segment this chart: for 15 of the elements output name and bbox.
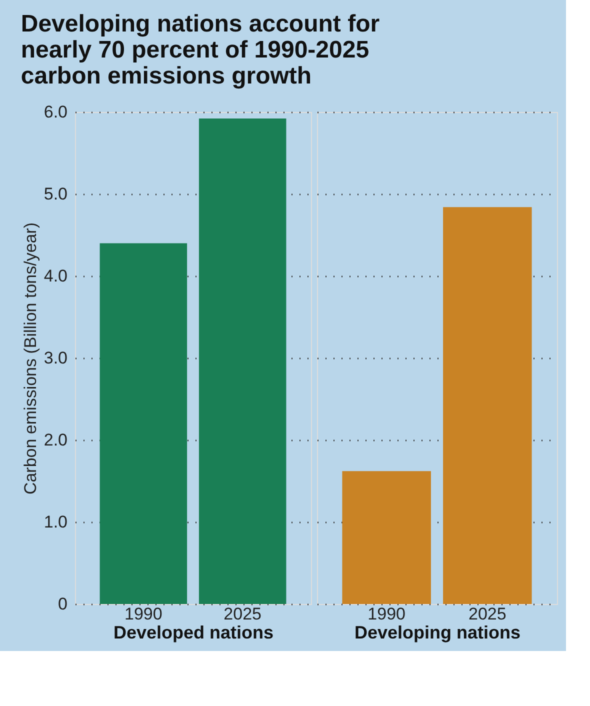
x-tick-label: 1990	[124, 604, 162, 624]
y-axis-title: Carbon emissions (Billion tons/year)	[20, 222, 40, 495]
x-axis-title: Developed nations	[113, 622, 274, 642]
x-tick-label: 1990	[368, 604, 406, 624]
x-tick-label: 2025	[468, 604, 506, 624]
y-tick-label: 3.0	[44, 348, 68, 368]
y-tick-label: 4.0	[44, 266, 68, 286]
y-tick-label: 5.0	[44, 184, 68, 204]
y-tick-label: 2.0	[44, 430, 68, 450]
x-axis-title: Developing nations	[354, 622, 521, 642]
chart-title: Developing nations account for nearly 70 percent of 1990-2025 carbon emissions growth	[20, 10, 380, 90]
y-tick-label: 1.0	[44, 512, 68, 532]
x-tick-label: 2025	[224, 604, 262, 624]
y-tick-label: 6.0	[44, 102, 68, 122]
y-tick-label: 0	[58, 594, 68, 614]
